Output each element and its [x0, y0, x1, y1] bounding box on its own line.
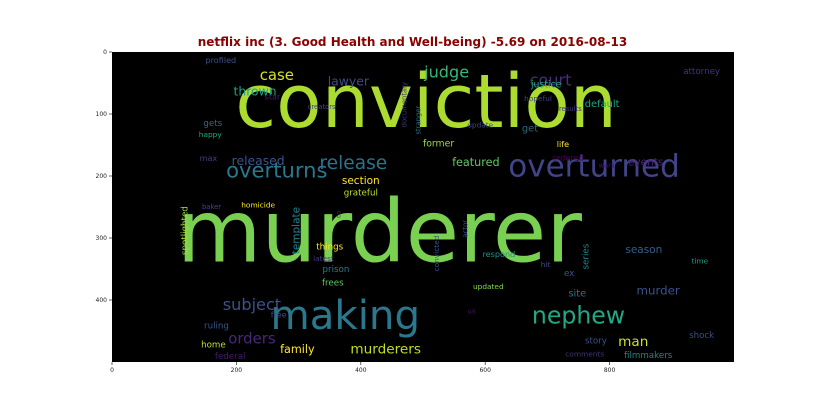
word-conviction: conviction: [235, 58, 617, 145]
word-justice: justice: [530, 79, 562, 90]
x-tick-label: 800: [604, 367, 616, 374]
word-respond: respond: [483, 249, 516, 259]
word-thrown: thrown: [234, 84, 277, 99]
word-story: story: [585, 337, 607, 347]
word-actor: actor: [461, 220, 469, 238]
word-default: default: [585, 99, 620, 110]
word-wars: wars: [598, 161, 615, 169]
word-ruling: ruling: [204, 322, 229, 332]
word-murderer: murderer: [177, 181, 582, 282]
word-federal: federal: [215, 352, 246, 362]
word-gets: gets: [203, 119, 222, 129]
word-comments: comments: [565, 349, 604, 358]
word-murderers: murderers: [350, 342, 421, 358]
word-hopeful: hopeful: [524, 94, 552, 103]
word-happy: happy: [199, 130, 223, 139]
y-tick-label: 300: [96, 235, 108, 242]
word-get: get: [522, 123, 538, 134]
word-nephew: nephew: [532, 302, 625, 330]
word-former: former: [423, 138, 454, 149]
x-tick-label: 0: [110, 367, 114, 374]
word-season: season: [625, 244, 662, 256]
axis-ticks: 0 200 400 600 800 0 100 200 300 400: [96, 49, 616, 374]
word-shock: shock: [689, 331, 714, 341]
word-creators: creators: [308, 103, 336, 111]
word-case: case: [260, 66, 294, 84]
word-ordered: ordered: [552, 152, 584, 162]
word-update: update: [467, 121, 493, 130]
word-baker: baker: [202, 203, 221, 211]
word-murder: murder: [637, 284, 680, 298]
word-prison: prison: [322, 265, 349, 275]
word-making: making: [270, 292, 420, 339]
word-documentary: documentary: [400, 82, 408, 127]
word-filmmakers: filmmakers: [624, 351, 673, 361]
word-family: family: [280, 343, 315, 356]
word-lawyer: lawyer: [328, 74, 370, 89]
word-convicted: convicted: [432, 235, 441, 271]
word-home: home: [201, 340, 226, 350]
word-man: man: [618, 334, 648, 350]
word-max: max: [200, 153, 218, 163]
word-frees: frees: [322, 278, 344, 288]
word-events: events: [628, 156, 663, 168]
y-tick-label: 100: [96, 111, 108, 118]
word-grateful: grateful: [344, 188, 378, 198]
x-tick-label: 600: [479, 367, 491, 374]
word-court: court: [530, 70, 572, 89]
word-orders: orders: [228, 329, 276, 347]
word-results: results: [559, 105, 582, 113]
y-tick-label: 200: [96, 173, 108, 180]
word-release: release: [319, 153, 387, 174]
word-template: template: [291, 207, 303, 254]
word-subject: subject: [223, 295, 281, 314]
word-featured: featured: [452, 156, 500, 169]
word-released: released: [232, 153, 285, 168]
x-tick-label: 200: [231, 367, 243, 374]
word-co: co: [336, 211, 343, 218]
word-section: section: [342, 175, 380, 187]
word-attorney: attorney: [683, 67, 720, 77]
y-tick-label: 400: [96, 297, 108, 304]
word-updated: updated: [473, 282, 504, 291]
word-judge: judge: [423, 62, 469, 81]
word-spotlighted: spotlighted: [180, 206, 190, 255]
word-profiled: profiled: [205, 55, 236, 65]
word-us: us: [467, 307, 476, 316]
word-things: things: [316, 242, 343, 252]
chart-title: netflix inc (3. Good Health and Well-bei…: [197, 35, 628, 49]
word-latest: latest: [313, 254, 334, 263]
plot-background: [112, 52, 734, 362]
word-series: series: [582, 243, 592, 269]
word-star: star: [265, 92, 281, 102]
word-stranger: stranger: [415, 106, 423, 135]
y-tick-label: 0: [103, 49, 107, 56]
word-hit: hit: [541, 260, 551, 269]
word-life: life: [557, 139, 569, 149]
word-overturns: overturns: [226, 157, 327, 182]
word-site: site: [568, 288, 586, 299]
word-time: time: [691, 256, 708, 265]
word-homicide: homicide: [241, 201, 275, 210]
word-free: free: [271, 309, 287, 319]
word-overturned: overturned: [508, 149, 680, 185]
word-ex: ex: [564, 269, 574, 279]
x-tick-label: 400: [355, 367, 367, 374]
